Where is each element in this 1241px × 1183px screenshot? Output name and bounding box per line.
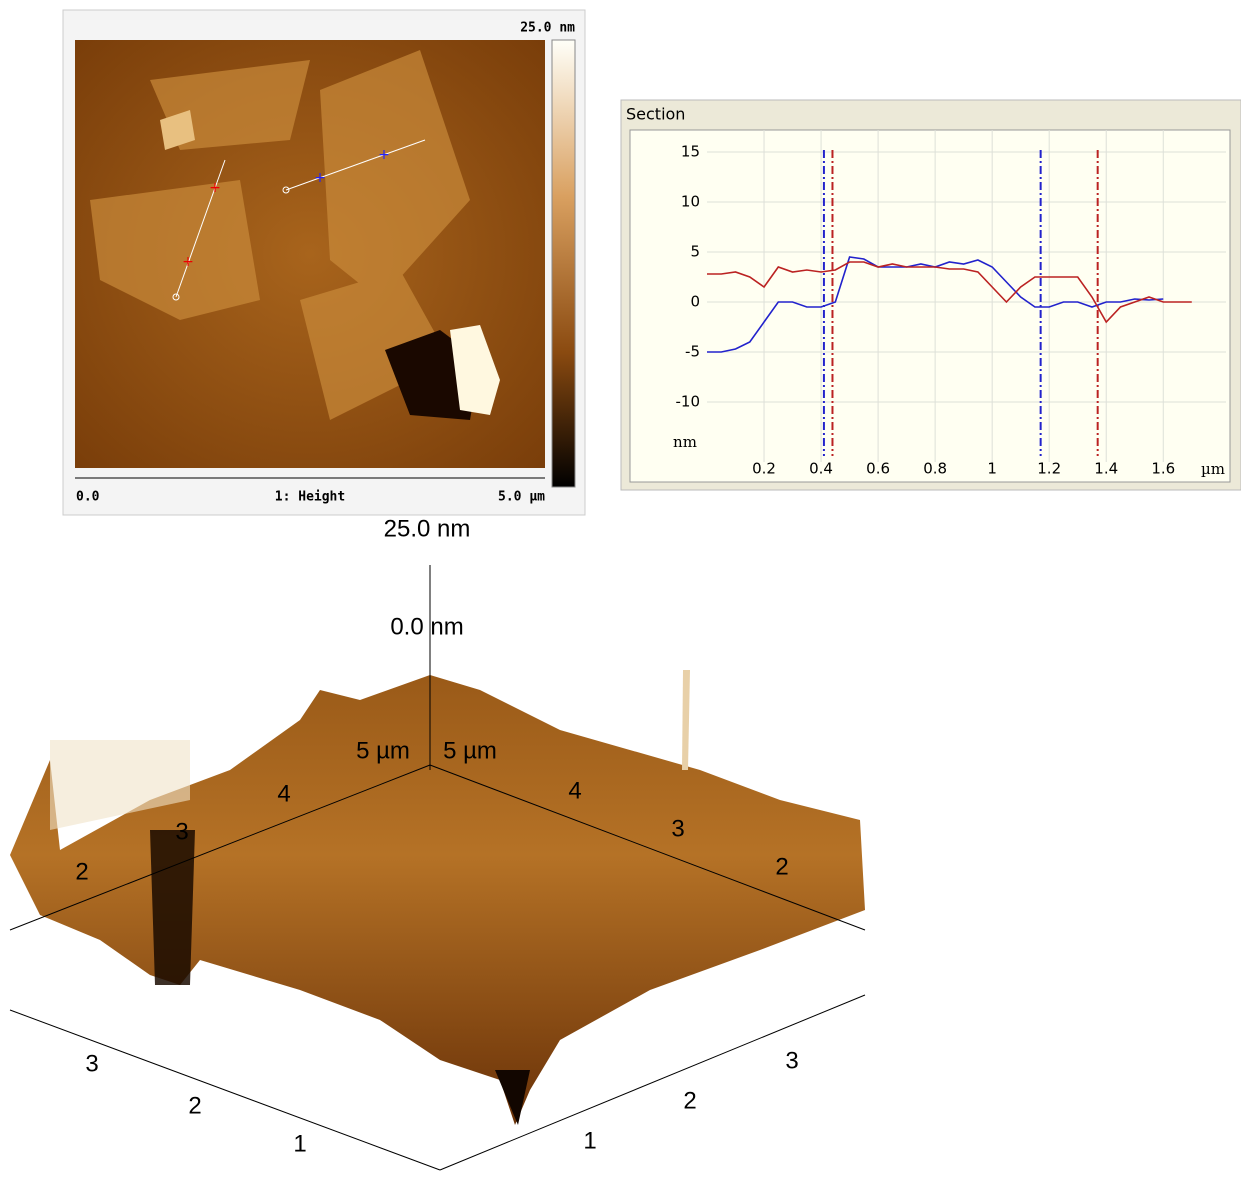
z-bottom: 0.0 nm <box>390 613 463 640</box>
caption: 1: Height <box>275 490 345 505</box>
axis-end: 5 µm <box>443 737 497 764</box>
y-tick-label: 15 <box>681 143 700 161</box>
tick-label: 2 <box>683 1087 696 1114</box>
y-tick-label: 0 <box>690 293 700 311</box>
surface-pit <box>150 830 195 985</box>
x-tick-label: 0.4 <box>809 460 833 478</box>
tick-label: 2 <box>775 853 788 880</box>
x-start: 0.0 <box>76 490 100 505</box>
y-tick-label: 10 <box>681 193 700 211</box>
cursor: + <box>182 254 194 270</box>
tick-label: 3 <box>175 818 188 845</box>
tick-label: 2 <box>188 1092 201 1119</box>
x-end: 5.0 µm <box>498 490 545 505</box>
tick-label: 3 <box>85 1050 98 1077</box>
y-tick-label: -10 <box>676 393 701 411</box>
surface-3d: 25.0 nm 0.0 nm 5 µm 5 µm 2 3 4 4 3 2 3 2… <box>10 515 865 1170</box>
y-tick-label: 5 <box>690 243 700 261</box>
y-tick-label: -5 <box>685 343 700 361</box>
axis <box>10 1010 440 1170</box>
surface-spike <box>682 670 690 770</box>
x-tick-label: 1.4 <box>1094 460 1118 478</box>
x-tick-label: 0.6 <box>866 460 890 478</box>
x-tick-label: 1.6 <box>1151 460 1175 478</box>
axis-end: 5 µm <box>356 737 410 764</box>
tick-label: 1 <box>583 1127 596 1154</box>
x-tick-label: 0.8 <box>923 460 947 478</box>
tick-label: 1 <box>293 1130 306 1157</box>
cursor: + <box>378 147 390 163</box>
x-tick-label: 0.2 <box>752 460 776 478</box>
x-tick-label: 1 <box>987 460 997 478</box>
scale-max: 25.0 nm <box>520 21 575 36</box>
x-axis-label: µm <box>1201 460 1225 478</box>
plot-frame <box>630 130 1230 482</box>
tick-label: 3 <box>785 1047 798 1074</box>
z-top: 25.0 nm <box>384 515 471 542</box>
cursor: + <box>209 180 221 196</box>
page: + + + + 25.0 nm 0.0 1: Height 5.0 µm Sec… <box>0 0 1241 1183</box>
tick-label: 2 <box>75 858 88 885</box>
tick-label: 3 <box>671 815 684 842</box>
figure: + + + + 25.0 nm 0.0 1: Height 5.0 µm Sec… <box>0 0 1241 1179</box>
tick-label: 4 <box>277 780 290 807</box>
color-bar <box>552 40 575 487</box>
y-axis-label: nm <box>673 433 697 451</box>
section-title: Section <box>626 105 685 124</box>
tick-label: 4 <box>568 777 581 804</box>
x-tick-label: 1.2 <box>1037 460 1061 478</box>
cursor: + <box>314 170 326 186</box>
